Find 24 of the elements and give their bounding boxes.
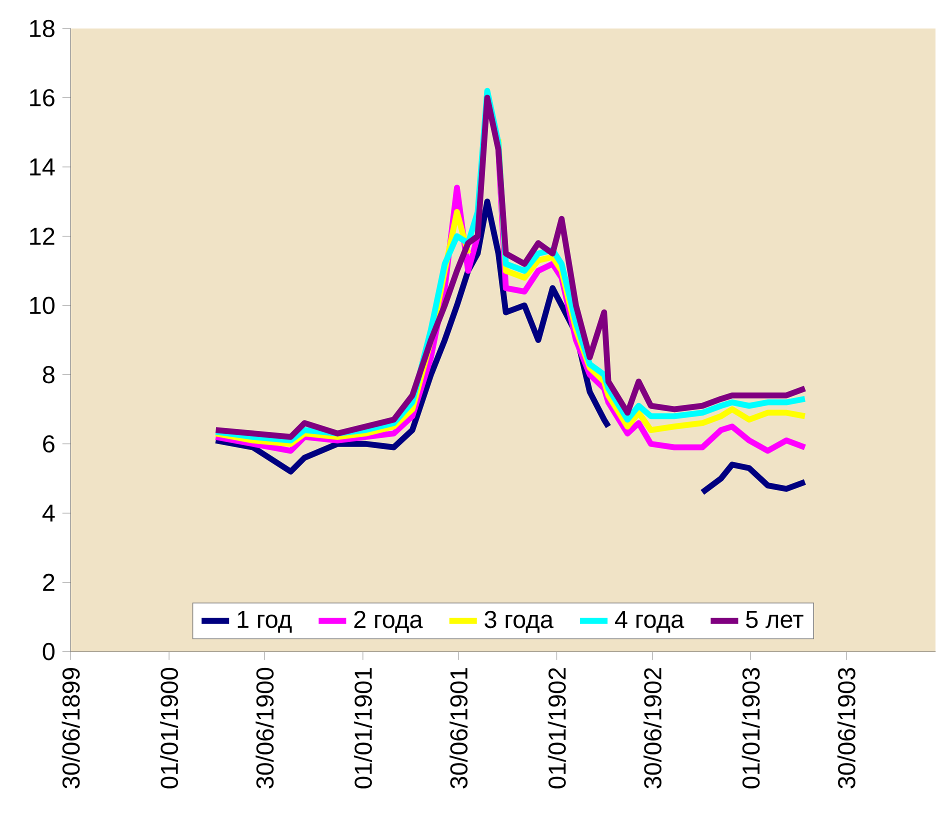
legend-label: 3 года: [484, 610, 554, 633]
y-tick-label: 18: [30, 20, 54, 37]
y-tick-label: 14: [30, 158, 55, 176]
y-tick-label: 4: [42, 504, 55, 522]
legend-label: 2 года: [354, 610, 423, 633]
y-tick-label: 6: [43, 434, 54, 452]
y-tick-label: 10: [30, 296, 55, 314]
x-tick-label: 30/06/1900: [256, 668, 274, 788]
y-tick-label: 8: [42, 366, 54, 384]
x-tick-label: 30/06/1899: [62, 668, 80, 788]
x-tick-label: 01/01/1903: [742, 668, 760, 788]
y-tick-label: 16: [30, 88, 54, 106]
x-tick-label: 01/01/1902: [548, 668, 566, 788]
legend-label: 4 года: [614, 610, 684, 632]
x-tick-label: 30/06/1901: [450, 668, 468, 788]
x-tick-label: 30/06/1903: [837, 668, 856, 788]
y-tick-label: 0: [42, 642, 55, 660]
y-tick-label: 2: [43, 574, 54, 591]
x-tick-label: 01/01/1901: [354, 668, 372, 788]
legend-label: 1 год: [238, 610, 292, 632]
y-tick-label: 12: [30, 227, 54, 244]
legend-label: 5 лет: [746, 610, 804, 628]
x-tick-label: 30/06/1902: [643, 668, 662, 788]
x-tick-label: 01/01/1900: [160, 668, 178, 788]
